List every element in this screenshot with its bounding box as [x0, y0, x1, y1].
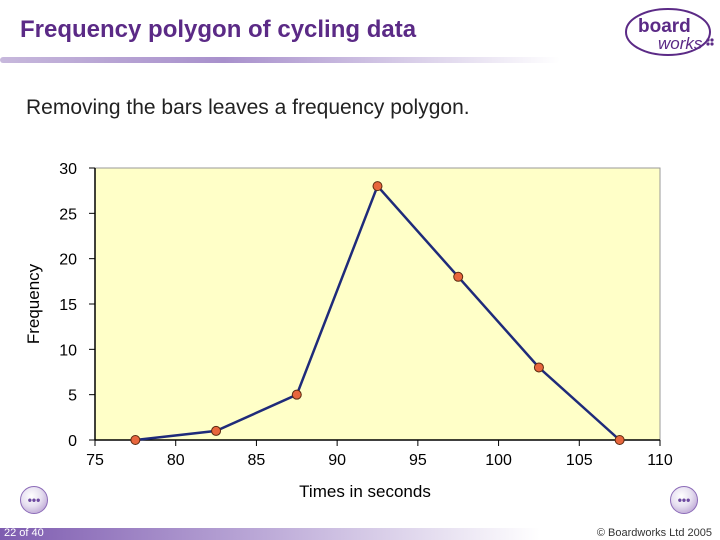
plot-area — [94, 167, 661, 441]
x-tick-label: 110 — [647, 452, 673, 469]
title-underline — [0, 57, 560, 63]
data-point — [211, 425, 222, 436]
data-point — [372, 181, 383, 192]
data-point-group — [130, 181, 625, 445]
back-dots-icon: ••• — [27, 493, 41, 507]
x-tick-label: 95 — [409, 452, 427, 469]
y-tick-label: 20 — [59, 252, 77, 269]
next-slide-button[interactable]: ••• — [670, 486, 698, 514]
logo-text-works: works — [658, 34, 703, 53]
previous-slide-button[interactable]: ••• — [20, 486, 48, 514]
forward-dots-icon: ••• — [677, 493, 691, 507]
y-axis-label: Frequency — [24, 263, 43, 344]
copyright-notice: © Boardworks Ltd 2005 — [596, 527, 712, 539]
logo-ellipse — [625, 8, 711, 56]
boardworks-logo: board works — [625, 8, 714, 56]
y-tick-label: 5 — [68, 388, 77, 405]
frequency-polygon-chart: 0 5 10 15 20 25 30 75 80 85 90 95 100 105 110 Times i… — [24, 161, 673, 501]
x-tick-label: 105 — [566, 452, 593, 469]
x-tick-label: 75 — [86, 452, 104, 469]
x-tick-group: 75 80 85 90 95 100 105 110 — [86, 440, 673, 469]
data-point — [533, 362, 544, 373]
y-tick-label: 25 — [59, 206, 77, 223]
x-tick-label: 85 — [248, 452, 266, 469]
logo-dots-icon — [706, 38, 714, 46]
slide-title: Frequency polygon of cycling data — [20, 16, 417, 43]
footer-bar — [0, 528, 720, 540]
x-tick-label: 90 — [328, 452, 346, 469]
data-point — [614, 435, 625, 445]
logo-text-board: board — [638, 16, 691, 37]
data-point — [453, 271, 464, 282]
y-tick-label: 15 — [59, 297, 77, 314]
y-tick-label: 0 — [68, 433, 77, 450]
x-tick-label: 80 — [167, 452, 185, 469]
y-tick-label: 10 — [59, 342, 77, 359]
page-number: 22 of 40 — [4, 527, 44, 539]
y-tick-group: 0 5 10 15 20 25 30 — [59, 161, 95, 450]
data-point — [130, 435, 141, 445]
data-point — [291, 389, 302, 400]
y-tick-label: 30 — [59, 161, 77, 178]
slide-subtitle: Removing the bars leaves a frequency pol… — [26, 96, 470, 119]
x-tick-label: 100 — [485, 452, 512, 469]
x-axis-label: Times in seconds — [299, 482, 431, 501]
